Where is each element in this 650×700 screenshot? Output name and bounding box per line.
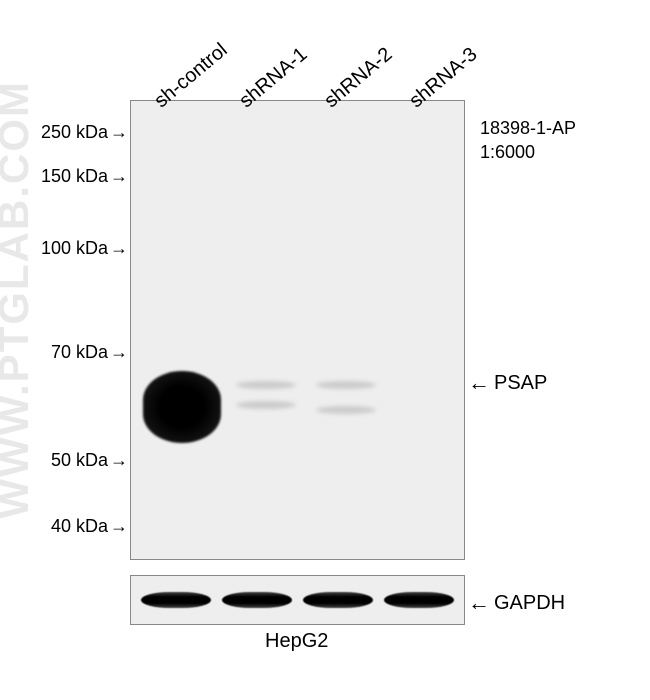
target-label: ←PSAP <box>468 370 547 396</box>
arrow-right-icon: → <box>110 450 128 471</box>
gapdh-band <box>384 592 454 608</box>
mw-text: 100 kDa <box>41 238 108 258</box>
antibody-dilution: 1:6000 <box>480 142 535 163</box>
figure-container: WWW.PTGLAB.COM sh-control shRNA-1 shRNA-… <box>0 0 650 700</box>
loading-control-text: GAPDH <box>494 592 565 615</box>
mw-text: 150 kDa <box>41 166 108 186</box>
western-blot-main <box>130 100 465 560</box>
arrow-right-icon: → <box>110 238 128 259</box>
gapdh-band <box>222 592 292 608</box>
mw-marker-5: 40 kDa→ <box>38 516 128 537</box>
mw-marker-2: 100 kDa→ <box>28 238 128 259</box>
arrow-right-icon: → <box>110 342 128 363</box>
arrow-right-icon: → <box>110 122 128 143</box>
psap-band-faint <box>316 406 376 414</box>
mw-marker-3: 70 kDa→ <box>38 342 128 363</box>
mw-marker-4: 50 kDa→ <box>38 450 128 471</box>
target-text: PSAP <box>494 372 547 395</box>
mw-text: 40 kDa <box>51 516 108 536</box>
psap-band-faint <box>236 381 296 389</box>
arrow-right-icon: → <box>110 166 128 187</box>
mw-text: 70 kDa <box>51 342 108 362</box>
psap-band-control <box>143 371 221 443</box>
arrow-left-icon: ← <box>468 370 490 396</box>
mw-text: 250 kDa <box>41 122 108 142</box>
antibody-catalog: 18398-1-AP <box>480 118 576 139</box>
gapdh-band <box>141 592 211 608</box>
mw-marker-0: 250 kDa→ <box>28 122 128 143</box>
mw-text: 50 kDa <box>51 450 108 470</box>
watermark-text: WWW.PTGLAB.COM <box>0 80 38 519</box>
arrow-right-icon: → <box>110 516 128 537</box>
psap-band-faint <box>236 401 296 409</box>
loading-control-label: ←GAPDH <box>468 590 565 616</box>
gapdh-band <box>303 592 373 608</box>
western-blot-gapdh <box>130 575 465 625</box>
arrow-left-icon: ← <box>468 590 490 616</box>
psap-band-faint <box>316 381 376 389</box>
cell-line-label: HepG2 <box>265 630 328 653</box>
mw-marker-1: 150 kDa→ <box>28 166 128 187</box>
